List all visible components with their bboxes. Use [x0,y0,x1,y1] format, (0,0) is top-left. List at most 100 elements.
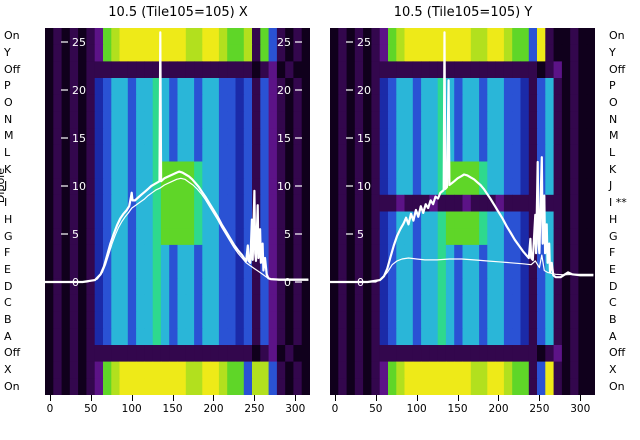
heatmap-cell [338,111,347,129]
heatmap-cell [144,294,154,312]
heatmap-cell [276,128,286,146]
heatmap-cell [293,44,303,62]
heatmap-cell [69,61,79,79]
heatmap-cell [561,28,571,46]
heatmap-cell [285,178,294,196]
heatmap-cell [412,244,422,262]
heatmap-cell [396,278,405,296]
heatmap-cell [293,228,303,246]
x-tick-mark [90,395,92,401]
heatmap-cell [412,144,422,162]
heatmap-cell [388,328,397,346]
heatmap-cell [301,94,310,112]
heatmap-cell [185,261,195,279]
heatmap-cell [445,28,455,46]
heatmap-cell [285,378,294,395]
heatmap-cell [495,378,505,395]
heatmap-cell [462,244,472,262]
heatmap-cell [252,178,261,196]
heatmap-cell [404,244,414,262]
heatmap-cell [553,128,563,146]
heatmap-cell [437,211,447,229]
heatmap-cell [285,78,294,96]
heatmap-cell [338,228,347,246]
heatmap-cell [553,61,563,79]
heatmap-cell [227,161,236,179]
heatmap-cell [152,345,162,363]
heatmap-cell [520,194,530,212]
y-tick-label: 0 [72,276,79,289]
heatmap-cell [445,278,455,296]
heatmap-cell [78,128,87,146]
heatmap-cell [437,345,447,363]
heatmap-cell [396,311,405,329]
heatmap-cell [462,161,472,179]
heatmap-cell [301,261,310,279]
heatmap-cell [94,244,104,262]
heatmap-cell [136,78,145,96]
heatmap-cell [45,294,54,312]
heatmap-cell [160,345,170,363]
heatmap-cell [495,244,505,262]
heatmap-cell [570,211,579,229]
heatmap-cell [570,94,579,112]
heatmap-cell [169,94,178,112]
heatmap-cell [487,178,496,196]
heatmap-cell [454,311,463,329]
heatmap-cell [144,144,154,162]
heatmap-cell [144,111,154,129]
y-tick-label: 10 [357,180,371,193]
heatmap-cell [152,111,162,129]
heatmap-cell [503,328,513,346]
heatmap-cell [103,144,112,162]
heatmap-cell [346,44,356,62]
heatmap-cell [45,178,54,196]
heatmap-cell [177,244,187,262]
heatmap-cell [177,128,187,146]
heatmap-cell [293,361,303,379]
heatmap-cell [160,328,170,346]
heatmap-cell [512,328,521,346]
heatmap-cell [421,61,430,79]
heatmap-cell [268,278,278,296]
heatmap-cell [136,211,145,229]
heatmap-cell [404,261,414,279]
heatmap-cell [354,211,364,229]
heatmap-cell [330,194,339,212]
y-tick-label: 15 [72,132,86,145]
heatmap-cell [487,44,496,62]
heatmap-cell [69,194,79,212]
heatmap-cell [45,78,54,96]
heatmap-cell [53,94,62,112]
heatmap-cell [520,261,530,279]
heatmap-cell [586,278,595,296]
heatmap-cell [354,361,364,379]
heatmap-cell [177,78,187,96]
heatmap-cell [293,161,303,179]
heatmap-cell [338,294,347,312]
heatmap-cell [218,44,228,62]
heatmap-cell [503,345,513,363]
heatmap-cell [202,228,211,246]
heatmap-cell [194,278,203,296]
heatmap-cell [285,228,294,246]
heatmap-cell [462,328,472,346]
heatmap-cell [371,128,381,146]
heatmap-cell [301,311,310,329]
heatmap-cell [388,28,397,46]
heatmap-cell [235,311,245,329]
heatmap-cell [268,211,278,229]
x-tick-mark [172,395,174,401]
heatmap-cell [293,345,303,363]
heatmap-cell [202,278,211,296]
heatmap-cell [227,378,236,395]
heatmap-cell [479,345,488,363]
heatmap-cell [69,294,79,312]
heatmap-cell [495,278,505,296]
heatmap-cell [553,94,563,112]
heatmap-cell [235,211,245,229]
heatmap-cell [227,78,236,96]
heatmap-cell [185,211,195,229]
heatmap-cell [586,228,595,246]
row-label-left: G [4,229,13,243]
